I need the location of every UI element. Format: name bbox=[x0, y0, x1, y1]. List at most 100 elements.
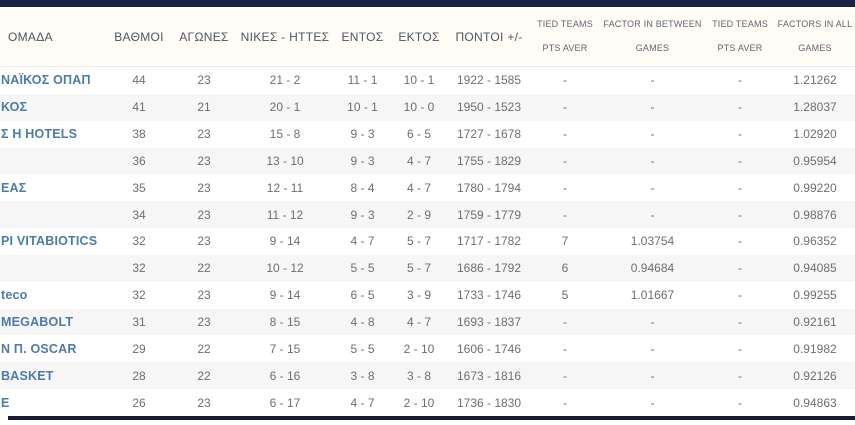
table-body: ΝΑΪΚΟΣ ΟΠΑΠ 44 23 21 - 2 11 - 1 10 - 1 1922 - … bbox=[0, 67, 855, 416]
team-name-link[interactable]: Ε bbox=[1, 395, 10, 410]
column-header-label: ΠΟΝΤΟΙ +/- bbox=[455, 29, 523, 44]
cell-tied-teams-pts-aver-2: - bbox=[738, 234, 742, 249]
cell-factors-in-all-games: 0.99220 bbox=[793, 180, 837, 195]
cell-tied-teams-pts-aver-1: 7 bbox=[561, 234, 569, 249]
cell-home: 5 - 5 bbox=[350, 261, 375, 276]
cell-factors-in-all-games: 1.21262 bbox=[793, 73, 837, 88]
cell-games: 23 bbox=[197, 127, 211, 142]
cell-factor-in-between-games: 1.03754 bbox=[630, 234, 675, 249]
column-header-label: TIED TEAMS bbox=[537, 19, 593, 29]
cell-tied-teams-pts-aver-1: 6 bbox=[561, 261, 569, 276]
column-header-away: ΕΚΤΟΣ bbox=[390, 7, 448, 66]
cell-points: 26 bbox=[132, 395, 146, 410]
cell-points-plus-minus: 1686 - 1792 bbox=[456, 261, 522, 276]
cell-games: 23 bbox=[197, 288, 211, 303]
cell-home: 6 - 5 bbox=[350, 288, 375, 303]
cell-factors-in-all-games: 0.98876 bbox=[793, 207, 837, 222]
cell-tied-teams-pts-aver-1: - bbox=[563, 207, 567, 222]
cell-tied-teams-pts-aver-2: - bbox=[738, 153, 742, 168]
cell-tied-teams-pts-aver-2: - bbox=[738, 180, 742, 195]
team-name-link[interactable]: ΕΑΣ bbox=[1, 180, 27, 195]
table-row: teco 32 23 9 - 14 6 - 5 3 - 9 1733 - 1746 5 1.01… bbox=[0, 281, 855, 309]
cell-factors-in-all-games: 1.02920 bbox=[793, 127, 837, 142]
cell-points: 32 bbox=[132, 234, 146, 249]
table-row: 32 22 10 - 12 5 - 5 5 - 7 1686 - 1792 6 0.94684… bbox=[0, 254, 855, 282]
table-row: Σ Η HOTELS 38 23 15 - 8 9 - 3 6 - 5 1727 - 167… bbox=[0, 120, 855, 148]
cell-factors-in-all-games: 0.94085 bbox=[793, 261, 837, 276]
cell-wins-losses: 6 - 16 bbox=[269, 368, 301, 383]
cell-wins-losses: 15 - 8 bbox=[269, 127, 301, 142]
cell-factors-in-all-games: 1.28037 bbox=[793, 100, 837, 115]
cell-points: 34 bbox=[132, 207, 146, 222]
team-name-link[interactable]: teco bbox=[1, 288, 28, 303]
column-header-label: TIED TEAMS bbox=[712, 19, 768, 29]
cell-wins-losses: 9 - 14 bbox=[269, 288, 301, 303]
cell-factor-in-between-games: - bbox=[650, 73, 655, 88]
cell-away: 10 - 0 bbox=[403, 100, 435, 115]
cell-wins-losses: 13 - 10 bbox=[266, 153, 304, 168]
cell-wins-losses: 21 - 2 bbox=[269, 73, 301, 88]
cell-points: 31 bbox=[132, 315, 146, 330]
cell-home: 9 - 3 bbox=[350, 207, 375, 222]
cell-home: 4 - 7 bbox=[350, 395, 375, 410]
cell-points-plus-minus: 1759 - 1779 bbox=[456, 207, 522, 222]
column-header-label-line2: PTS AVER bbox=[717, 43, 763, 53]
team-name-link[interactable]: Ν Π. OSCAR bbox=[1, 341, 77, 356]
cell-away: 4 - 7 bbox=[406, 153, 431, 168]
cell-points-plus-minus: 1673 - 1816 bbox=[456, 368, 522, 383]
column-header-wins-losses: ΝΙΚΕΣ - ΗΤΤΕΣ bbox=[235, 7, 335, 66]
column-header-label: FACTOR IN BETWEEN bbox=[603, 19, 702, 29]
cell-factor-in-between-games: 0.94684 bbox=[630, 261, 675, 276]
team-name-link[interactable]: ΡΙ VITABIOTICS bbox=[1, 234, 98, 249]
cell-tied-teams-pts-aver-1: - bbox=[563, 315, 567, 330]
cell-points: 29 bbox=[132, 341, 146, 356]
cell-games: 22 bbox=[197, 368, 211, 383]
column-header-label: ΕΝΤΟΣ bbox=[341, 29, 384, 44]
cell-points: 32 bbox=[132, 261, 146, 276]
column-header-tied-teams-pts-aver-2: TIED TEAMS PTS AVER bbox=[705, 7, 775, 66]
table-row: 36 23 13 - 10 9 - 3 4 - 7 1755 - 1829 - - - 0.959… bbox=[0, 147, 855, 175]
table-row: 34 23 11 - 12 9 - 3 2 - 9 1759 - 1779 - - - 0.988… bbox=[0, 201, 855, 229]
cell-wins-losses: 9 - 14 bbox=[269, 234, 301, 249]
column-header-team: ΟΜΑΔΑ bbox=[0, 7, 105, 66]
team-name-link[interactable]: Σ Η HOTELS bbox=[1, 127, 78, 142]
column-header-games: ΑΓΩΝΕΣ bbox=[173, 7, 235, 66]
cell-games: 21 bbox=[197, 100, 211, 115]
cell-games: 23 bbox=[197, 395, 211, 410]
table-row: Ε 26 23 6 - 17 4 - 7 2 - 10 1736 - 1830 - - - 0.94… bbox=[0, 389, 855, 416]
team-name-link[interactable]: ΝΑΪΚΟΣ ΟΠΑΠ bbox=[1, 73, 91, 88]
cell-games: 22 bbox=[197, 261, 211, 276]
column-header-factors-in-all-games: FACTORS IN ALL GAMES bbox=[775, 7, 855, 66]
cell-away: 2 - 10 bbox=[403, 341, 435, 356]
cell-points: 32 bbox=[132, 288, 146, 303]
cell-factors-in-all-games: 0.95954 bbox=[793, 153, 837, 168]
team-name-link[interactable]: MEGABOLT bbox=[1, 315, 74, 330]
cell-games: 23 bbox=[197, 73, 211, 88]
team-name-link bbox=[0, 201, 105, 228]
column-header-points: ΒΑΘΜΟΙ bbox=[105, 7, 173, 66]
cell-home: 8 - 4 bbox=[350, 180, 375, 195]
cell-away: 3 - 9 bbox=[406, 288, 431, 303]
cell-factor-in-between-games: - bbox=[650, 207, 655, 222]
cell-wins-losses: 20 - 1 bbox=[269, 100, 301, 115]
team-name-link bbox=[0, 148, 105, 175]
cell-points: 36 bbox=[132, 153, 146, 168]
cell-games: 23 bbox=[197, 315, 211, 330]
cell-tied-teams-pts-aver-1: - bbox=[563, 127, 567, 142]
team-name-link[interactable]: ΚΟΣ bbox=[1, 100, 28, 115]
bottom-border-bar bbox=[8, 415, 855, 420]
cell-factor-in-between-games: - bbox=[650, 395, 655, 410]
cell-games: 23 bbox=[197, 207, 211, 222]
table-row: Ν Π. OSCAR 29 22 7 - 15 5 - 5 2 - 10 1606 - 17… bbox=[0, 335, 855, 363]
cell-games: 22 bbox=[197, 341, 211, 356]
cell-factor-in-between-games: - bbox=[650, 127, 655, 142]
cell-factors-in-all-games: 0.99255 bbox=[793, 288, 837, 303]
cell-points-plus-minus: 1693 - 1837 bbox=[456, 315, 522, 330]
cell-factor-in-between-games: - bbox=[650, 100, 655, 115]
cell-points: 44 bbox=[132, 73, 146, 88]
cell-home: 3 - 8 bbox=[350, 368, 375, 383]
team-name-link[interactable]: BASKET bbox=[1, 368, 54, 383]
cell-points-plus-minus: 1717 - 1782 bbox=[456, 234, 522, 249]
cell-wins-losses: 6 - 17 bbox=[269, 395, 301, 410]
table-row: ΝΑΪΚΟΣ ΟΠΑΠ 44 23 21 - 2 11 - 1 10 - 1 1922 - … bbox=[0, 67, 855, 94]
